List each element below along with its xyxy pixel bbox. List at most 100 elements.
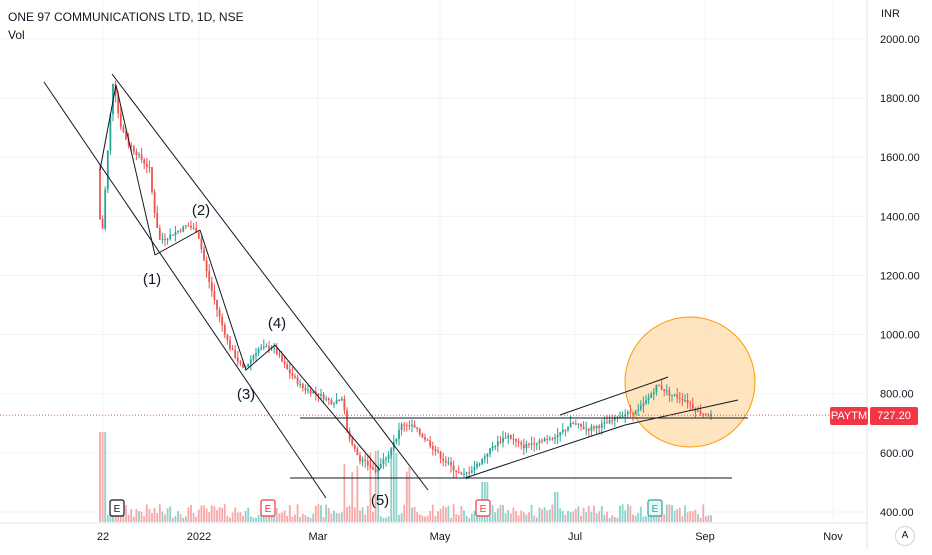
volume-bar xyxy=(678,507,681,522)
wave-labels: (1) (2) (3) (4) (5) xyxy=(143,202,389,509)
candle-body xyxy=(177,230,179,233)
candle-body xyxy=(678,397,681,399)
wave-label: (2) xyxy=(192,202,210,219)
rising-channel-lower-ext xyxy=(624,399,739,426)
volume-bar xyxy=(598,511,601,522)
volume-bar xyxy=(665,504,668,522)
volume-bar xyxy=(452,504,455,522)
candle-body xyxy=(99,169,101,220)
volume-bar xyxy=(468,517,471,522)
volume-bar xyxy=(231,512,234,522)
earnings-marker[interactable]: E xyxy=(475,499,491,517)
volume-bar xyxy=(125,505,127,522)
candle-body xyxy=(301,383,304,389)
volume-bar xyxy=(101,432,104,522)
volume-bar xyxy=(340,512,343,522)
grid xyxy=(0,0,865,522)
volume-bar xyxy=(177,511,179,522)
earnings-marker-box xyxy=(260,499,276,517)
candle-body xyxy=(525,443,528,449)
candle-body xyxy=(546,438,549,440)
candle-body xyxy=(437,450,439,452)
candle-body xyxy=(564,429,567,431)
candle-body xyxy=(572,422,575,424)
volume-bar xyxy=(392,446,395,522)
candle-body xyxy=(499,441,502,443)
candle-body xyxy=(595,425,598,429)
candle-body xyxy=(304,388,307,391)
x-tick-label: Mar xyxy=(309,531,328,543)
candle-body xyxy=(580,423,582,427)
candle-body xyxy=(101,219,104,229)
earnings-marker[interactable]: E xyxy=(260,499,276,517)
volume-bar xyxy=(567,510,569,522)
candle-body xyxy=(577,423,580,425)
volume-bar xyxy=(296,504,299,522)
candle-body xyxy=(681,398,684,401)
axes: 2000.00 1800.00 1600.00 1400.00 1200.00 1000.… xyxy=(0,0,920,550)
volume-bar xyxy=(138,511,140,522)
volume-bar xyxy=(379,516,382,522)
candle-body xyxy=(135,151,138,156)
candle-body xyxy=(691,404,694,409)
volume-bar xyxy=(247,507,250,522)
candle-body xyxy=(621,416,624,418)
volume-bar xyxy=(117,514,120,522)
volume-bar xyxy=(460,506,463,522)
auto-scale-button[interactable]: A xyxy=(895,526,915,546)
volume-bar xyxy=(239,512,242,522)
volume-bar xyxy=(507,510,510,522)
candle-body xyxy=(122,126,125,132)
volume-bar xyxy=(611,515,614,522)
candle-body xyxy=(330,400,333,405)
candle-body xyxy=(496,441,499,447)
volume-bar xyxy=(543,507,546,522)
candle-body xyxy=(697,410,699,412)
candle-body xyxy=(574,423,577,425)
y-tick-label: 1000.00 xyxy=(880,330,920,342)
candle-body xyxy=(429,440,432,447)
volume-bar xyxy=(593,505,595,522)
candle-body xyxy=(169,234,172,240)
volume-bar xyxy=(447,505,450,522)
volume-bar xyxy=(322,517,325,522)
volume-bar xyxy=(390,446,393,522)
volume-bar xyxy=(434,515,437,522)
candle-body xyxy=(538,440,541,443)
volume-bar xyxy=(106,514,109,522)
volume-bar xyxy=(109,511,112,522)
candle-body xyxy=(515,439,517,442)
earnings-marker[interactable]: E xyxy=(109,499,125,517)
candle-body xyxy=(424,437,426,440)
candle-body xyxy=(684,400,686,402)
volume-bar xyxy=(699,517,702,522)
volume-bar xyxy=(164,514,166,522)
candle-body xyxy=(307,389,309,391)
wave-segment xyxy=(274,344,381,471)
volume-bar xyxy=(320,505,322,522)
volume-bar xyxy=(437,511,439,522)
y-tick-label: 400.00 xyxy=(880,507,914,519)
candle-body xyxy=(522,444,525,449)
candle-body xyxy=(624,414,627,417)
volume-bar xyxy=(691,511,694,522)
volume-bar xyxy=(668,504,671,522)
candle-body xyxy=(694,408,697,412)
volume-bar xyxy=(387,516,390,522)
volume-bar xyxy=(546,510,549,522)
candle-body xyxy=(221,316,224,326)
candle-body xyxy=(398,429,400,440)
volume-bar xyxy=(140,511,143,522)
earnings-marker[interactable]: E xyxy=(647,499,663,517)
x-tick-label: 2022 xyxy=(187,531,211,543)
volume-bar xyxy=(291,516,294,522)
volume-bar xyxy=(184,516,187,522)
candle-body xyxy=(231,348,234,350)
volume-bar xyxy=(192,512,195,522)
trend-drawings[interactable] xyxy=(43,73,748,499)
candle-body xyxy=(273,347,276,349)
volume-bar xyxy=(595,513,598,522)
